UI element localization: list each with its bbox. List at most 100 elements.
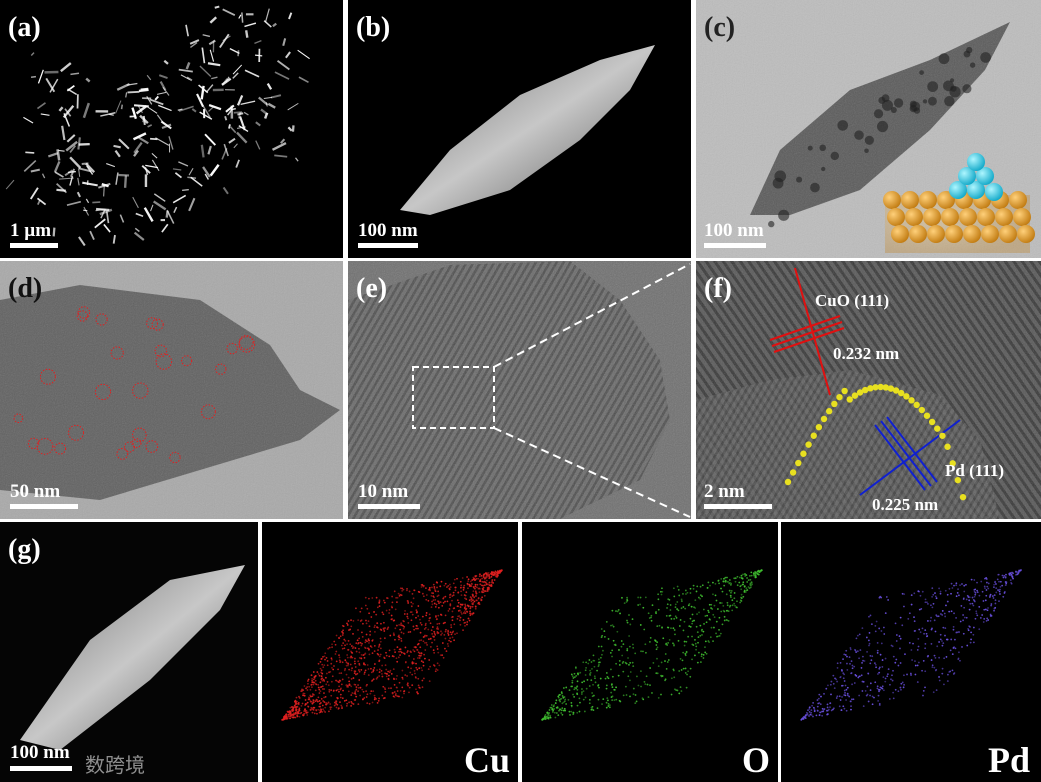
eds-dot bbox=[913, 592, 916, 595]
flake bbox=[188, 197, 196, 212]
eds-dot bbox=[898, 635, 901, 638]
eds-dot bbox=[603, 630, 606, 633]
eds-dot bbox=[482, 588, 484, 591]
eds-dot bbox=[295, 708, 298, 711]
eds-dot bbox=[381, 694, 384, 697]
eds-dot bbox=[317, 696, 320, 699]
eds-dot bbox=[867, 672, 870, 675]
eds-dot bbox=[601, 653, 603, 656]
flake bbox=[78, 168, 81, 177]
particle-outline bbox=[132, 427, 147, 443]
eds-dot bbox=[376, 626, 378, 629]
eds-dot bbox=[665, 642, 668, 645]
eds-dot bbox=[626, 599, 629, 602]
eds-dot bbox=[344, 639, 347, 642]
eds-dot bbox=[454, 589, 457, 592]
eds-dot bbox=[313, 712, 316, 715]
eds-dot bbox=[684, 589, 687, 592]
eds-dot bbox=[938, 641, 941, 643]
eds-dot bbox=[308, 696, 310, 699]
eds-dot bbox=[901, 681, 904, 684]
eds-dot bbox=[867, 700, 870, 703]
eds-dot bbox=[609, 651, 612, 654]
eds-dot bbox=[338, 685, 341, 688]
eds-dot bbox=[578, 710, 581, 713]
eds-dot bbox=[590, 706, 593, 709]
flake bbox=[156, 91, 167, 95]
eds-dot bbox=[571, 681, 574, 684]
map-o-image bbox=[522, 522, 778, 782]
eds-dot bbox=[420, 652, 423, 654]
eds-dot bbox=[466, 583, 469, 586]
eds-dot bbox=[930, 604, 932, 607]
eds-dot bbox=[724, 576, 727, 579]
flake bbox=[85, 77, 91, 83]
eds-dot bbox=[750, 574, 753, 577]
eds-dot bbox=[673, 643, 675, 646]
eds-dot bbox=[859, 649, 862, 651]
flake bbox=[103, 223, 111, 233]
eds-dot bbox=[621, 662, 624, 664]
eds-dot bbox=[362, 690, 365, 693]
eds-dot bbox=[684, 672, 687, 674]
eds-dot bbox=[685, 686, 688, 689]
eds-dot bbox=[932, 593, 935, 596]
eds-dot bbox=[407, 666, 410, 669]
eds-dot bbox=[482, 586, 485, 589]
particle-outline bbox=[154, 344, 168, 358]
flake bbox=[265, 102, 268, 107]
eds-dot bbox=[363, 646, 366, 649]
watermark: 数跨境 bbox=[85, 753, 145, 777]
flake bbox=[58, 106, 64, 112]
eds-dot bbox=[420, 639, 423, 642]
eds-dot bbox=[836, 662, 839, 665]
eds-dot bbox=[354, 690, 357, 693]
eds-dot bbox=[849, 648, 852, 651]
eds-dot bbox=[745, 574, 748, 576]
eds-dot bbox=[398, 650, 400, 653]
element-label: O bbox=[742, 740, 770, 780]
eds-dot bbox=[322, 700, 325, 702]
eds-dot bbox=[733, 592, 736, 594]
eds-dot bbox=[304, 710, 307, 713]
eds-dot bbox=[811, 704, 813, 707]
eds-dot bbox=[734, 604, 736, 607]
eds-dot bbox=[1005, 573, 1007, 576]
eds-dot bbox=[406, 587, 408, 590]
eds-dot bbox=[448, 588, 451, 591]
eds-dot bbox=[881, 685, 884, 688]
eds-dot bbox=[710, 607, 712, 609]
nanosheet bbox=[20, 565, 245, 750]
eds-dot bbox=[591, 692, 594, 694]
eds-dot bbox=[699, 594, 702, 596]
eds-dot bbox=[374, 630, 376, 633]
eds-dot bbox=[398, 634, 400, 637]
eds-dot bbox=[1015, 570, 1017, 573]
flake bbox=[206, 84, 214, 93]
flake bbox=[244, 22, 257, 28]
eds-dot bbox=[585, 687, 588, 690]
eds-dot bbox=[627, 657, 629, 659]
eds-dot bbox=[457, 601, 460, 604]
eds-dot bbox=[570, 673, 573, 676]
eds-dot bbox=[478, 603, 481, 606]
eds-dot bbox=[660, 675, 663, 678]
flake bbox=[125, 92, 128, 98]
eds-dot bbox=[383, 637, 386, 640]
eds-dot bbox=[646, 683, 649, 686]
eds-dot bbox=[931, 595, 934, 598]
eds-dot bbox=[981, 590, 984, 593]
eds-dot bbox=[982, 621, 985, 623]
eds-dot bbox=[583, 710, 586, 713]
eds-dot bbox=[723, 584, 726, 587]
eds-dot bbox=[318, 709, 321, 712]
eds-dot bbox=[1003, 592, 1006, 594]
eds-dot bbox=[877, 700, 880, 702]
eds-dot bbox=[953, 584, 955, 587]
flake bbox=[115, 172, 119, 185]
eds-dot bbox=[448, 594, 451, 596]
eds-dot bbox=[306, 701, 309, 704]
eds-dot bbox=[594, 681, 597, 684]
eds-dot bbox=[730, 589, 733, 592]
flake bbox=[228, 137, 236, 144]
